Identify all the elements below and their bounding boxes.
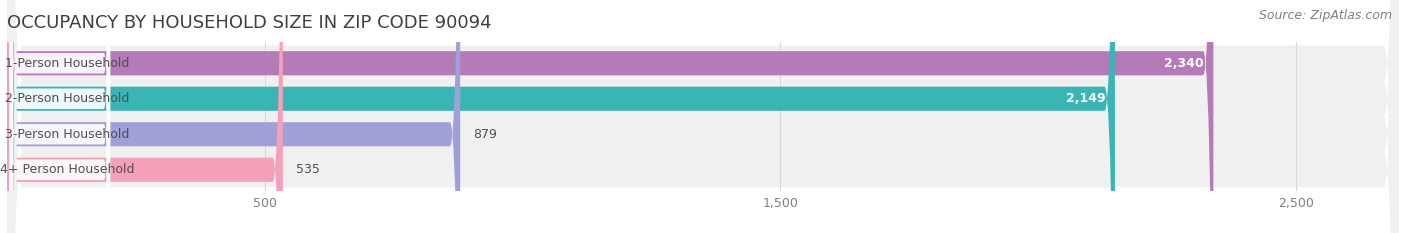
FancyBboxPatch shape (7, 0, 1399, 233)
Text: 1-Person Household: 1-Person Household (6, 57, 129, 70)
FancyBboxPatch shape (7, 0, 1213, 233)
FancyBboxPatch shape (10, 0, 110, 233)
Text: OCCUPANCY BY HOUSEHOLD SIZE IN ZIP CODE 90094: OCCUPANCY BY HOUSEHOLD SIZE IN ZIP CODE … (7, 14, 492, 32)
Text: 3-Person Household: 3-Person Household (6, 128, 129, 141)
Text: 4+ Person Household: 4+ Person Household (0, 163, 135, 176)
Text: 535: 535 (295, 163, 319, 176)
FancyBboxPatch shape (7, 0, 1399, 233)
Text: Source: ZipAtlas.com: Source: ZipAtlas.com (1258, 9, 1392, 22)
FancyBboxPatch shape (7, 0, 460, 233)
FancyBboxPatch shape (10, 0, 110, 233)
Text: 2,149: 2,149 (1066, 92, 1105, 105)
FancyBboxPatch shape (10, 0, 110, 233)
Text: 2-Person Household: 2-Person Household (6, 92, 129, 105)
Text: 2,340: 2,340 (1164, 57, 1204, 70)
FancyBboxPatch shape (7, 0, 1399, 233)
FancyBboxPatch shape (10, 0, 110, 233)
FancyBboxPatch shape (7, 0, 283, 233)
FancyBboxPatch shape (7, 0, 1399, 233)
Text: 879: 879 (472, 128, 496, 141)
FancyBboxPatch shape (7, 0, 1115, 233)
